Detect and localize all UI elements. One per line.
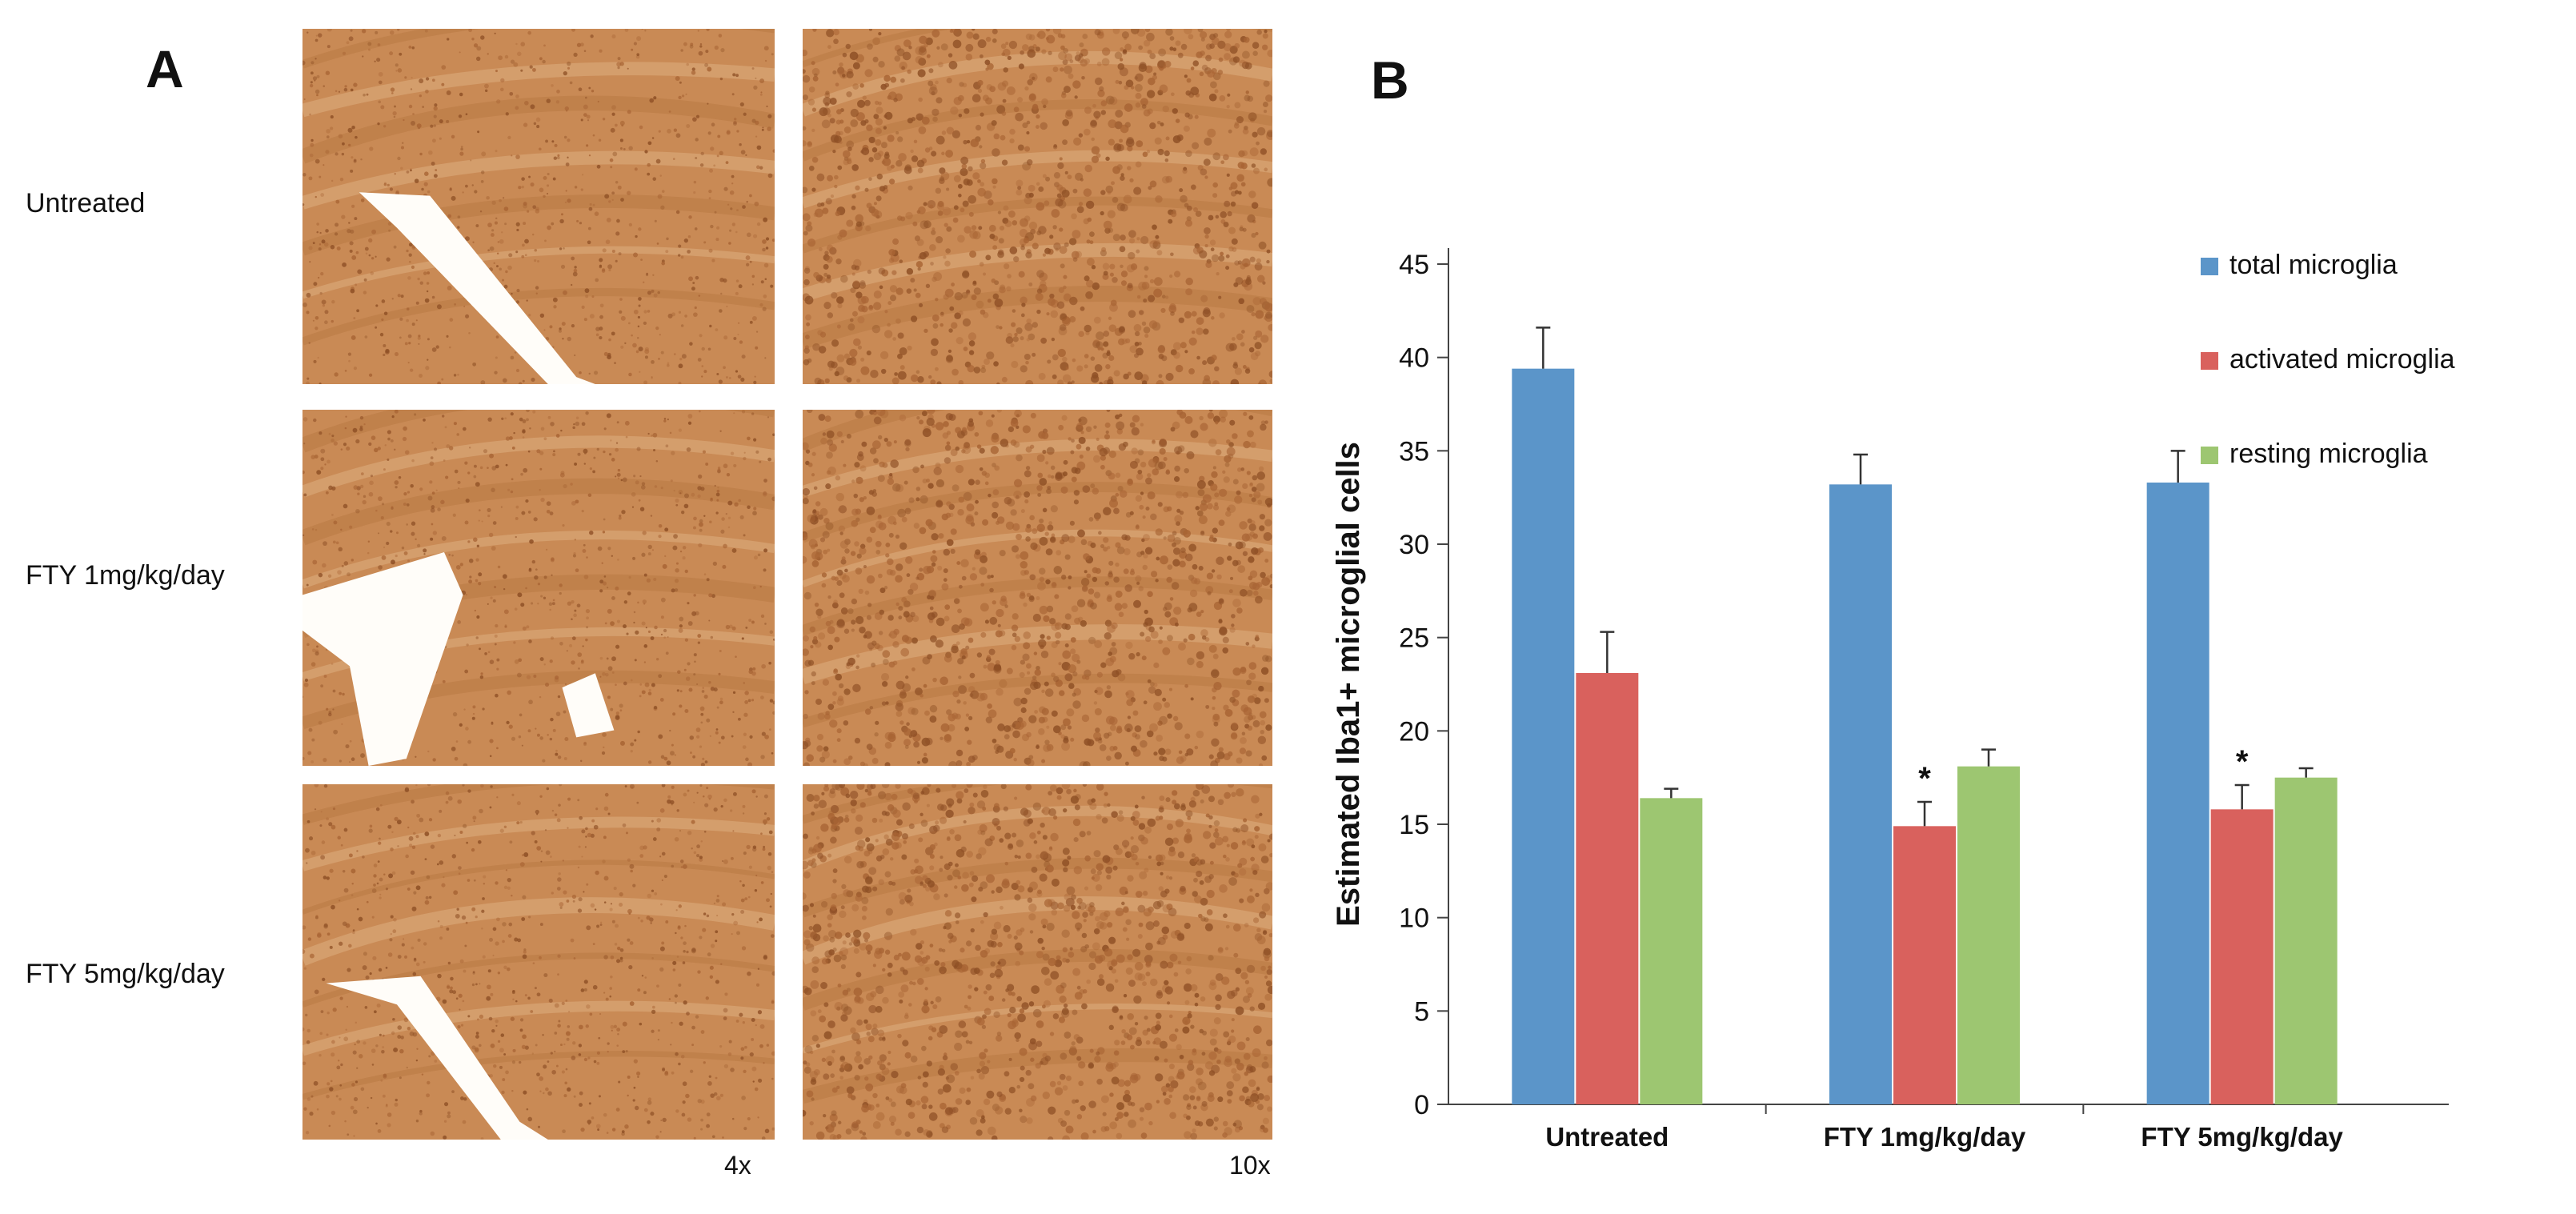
bar xyxy=(1829,484,1892,1104)
panel-a-label: A xyxy=(146,39,184,98)
bar xyxy=(2146,483,2209,1104)
significance-marker: * xyxy=(2236,744,2249,779)
micrograph-untreated-10x xyxy=(803,29,1272,384)
legend-label: activated microglia xyxy=(2229,344,2455,375)
micrograph-fty-5mg-4x xyxy=(302,784,775,1140)
x-tick-label: FTY 5mg/kg/day xyxy=(2141,1122,2343,1152)
micrograph-fty-1mg-4x xyxy=(302,410,775,766)
legend-swatch xyxy=(2201,352,2218,370)
legend-swatch xyxy=(2201,447,2218,464)
bar xyxy=(2274,777,2338,1104)
panel-b-label: B xyxy=(1371,50,1409,110)
y-tick-label: 5 xyxy=(1414,996,1429,1027)
bar xyxy=(1640,798,1703,1104)
micrograph-untreated-4x xyxy=(302,29,775,384)
y-tick-label: 25 xyxy=(1399,623,1429,654)
y-tick-label: 0 xyxy=(1414,1090,1429,1120)
x-tick-label: Untreated xyxy=(1545,1122,1669,1152)
magnification-label-4x: 4x xyxy=(724,1151,751,1180)
bar-chart: 0 5 10 15 20 25 30 35 40 45 Estimated Iba1+ microg… xyxy=(1331,248,2455,1152)
significance-marker: * xyxy=(1918,761,1931,796)
row-label-untreated: Untreated xyxy=(26,188,146,218)
y-tick-label: 35 xyxy=(1399,436,1429,467)
y-tick-label: 45 xyxy=(1399,250,1429,280)
y-tick-label: 30 xyxy=(1399,530,1429,560)
micrograph-fty-1mg-10x xyxy=(803,410,1272,766)
bar xyxy=(1893,826,1956,1104)
y-tick-label: 15 xyxy=(1399,810,1429,840)
bar xyxy=(1576,673,1639,1104)
legend-swatch xyxy=(2201,258,2218,275)
bar xyxy=(2210,809,2274,1104)
y-tick-label: 40 xyxy=(1399,343,1429,374)
legend-label: resting microglia xyxy=(2229,439,2428,469)
row-label-fty-5mg: FTY 5mg/kg/day xyxy=(26,959,225,989)
y-axis-title: Estimated Iba1+ microglial cells xyxy=(1331,442,1366,927)
legend-label: total microglia xyxy=(2229,250,2398,280)
x-tick-label: FTY 1mg/kg/day xyxy=(1824,1122,2026,1152)
magnification-label-10x: 10x xyxy=(1229,1151,1271,1180)
y-tick-label: 20 xyxy=(1399,716,1429,747)
bar xyxy=(1957,766,2020,1104)
row-label-fty-1mg: FTY 1mg/kg/day xyxy=(26,560,225,591)
bar xyxy=(1512,368,1575,1104)
y-tick-label: 10 xyxy=(1399,903,1429,934)
micrograph-fty-5mg-10x xyxy=(803,784,1272,1140)
